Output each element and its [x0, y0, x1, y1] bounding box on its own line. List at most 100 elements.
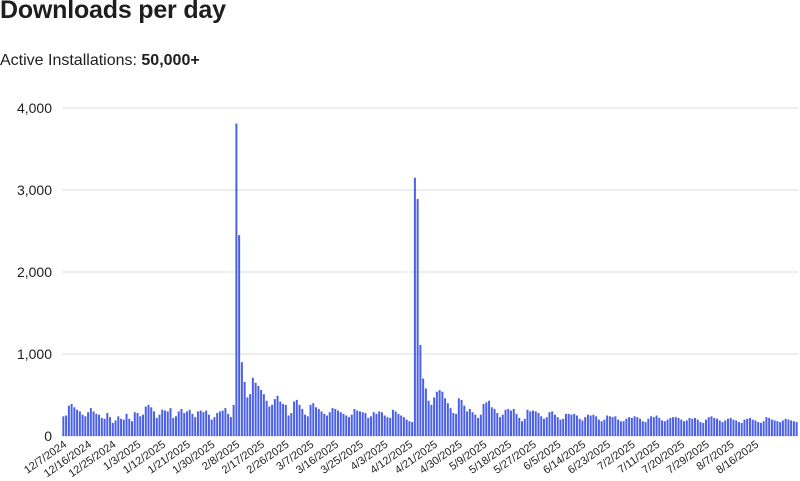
bar — [710, 416, 713, 436]
bar — [449, 408, 452, 436]
bar — [199, 410, 202, 436]
bar — [597, 419, 600, 436]
bar — [586, 414, 589, 436]
bar — [265, 400, 268, 436]
bar — [463, 405, 466, 436]
bar — [784, 418, 787, 436]
bar — [378, 411, 381, 436]
bar — [183, 413, 186, 436]
bar — [218, 411, 221, 436]
bar — [504, 409, 507, 436]
bar — [781, 420, 784, 436]
bar — [84, 416, 87, 436]
bar — [581, 420, 584, 436]
bar — [575, 415, 578, 436]
bar — [169, 408, 172, 436]
bar — [89, 408, 92, 436]
bar — [260, 390, 263, 436]
bar — [490, 407, 493, 436]
bar — [724, 420, 727, 436]
bar — [790, 420, 793, 436]
bar — [658, 417, 661, 436]
bar — [210, 419, 213, 436]
bar — [142, 414, 145, 436]
bar — [284, 404, 287, 436]
bar — [685, 420, 688, 436]
bar — [625, 418, 628, 436]
bar — [290, 413, 293, 436]
bar — [542, 418, 545, 436]
bar — [589, 415, 592, 436]
bar — [164, 410, 166, 436]
bar — [674, 417, 677, 436]
bar — [510, 410, 513, 436]
bar — [125, 413, 128, 436]
bar — [136, 413, 139, 436]
bar — [460, 399, 463, 436]
bar — [320, 411, 323, 436]
bar — [606, 415, 609, 436]
bar — [216, 413, 219, 436]
y-tick-label: 3,000 — [17, 182, 52, 198]
bar — [584, 417, 587, 436]
bar — [488, 400, 491, 436]
active-installations-label: Active Installations: — [0, 52, 137, 69]
bar — [111, 422, 114, 436]
bar — [548, 412, 551, 436]
bar — [295, 399, 298, 436]
bar — [364, 413, 367, 436]
bar — [139, 416, 142, 436]
bar — [95, 413, 98, 436]
bar — [740, 422, 743, 436]
bar — [636, 417, 639, 436]
bar — [619, 421, 622, 436]
bar — [435, 391, 438, 436]
y-tick-label: 1,000 — [17, 346, 52, 362]
bar — [746, 418, 749, 436]
bar — [100, 417, 103, 436]
bar — [669, 417, 672, 436]
bar — [699, 422, 702, 436]
bar — [92, 411, 95, 436]
y-tick-label: 2,000 — [17, 264, 52, 280]
bar — [551, 411, 554, 436]
bar — [339, 412, 342, 436]
bar — [254, 382, 257, 436]
bar — [67, 405, 70, 436]
bar — [556, 417, 559, 436]
bar — [644, 422, 647, 436]
bar — [751, 419, 754, 436]
bar — [424, 388, 427, 436]
bar — [795, 422, 798, 436]
bar — [174, 416, 177, 436]
bar — [564, 413, 567, 436]
bar — [109, 417, 112, 436]
bar — [268, 406, 271, 436]
bar — [87, 412, 90, 436]
bar — [677, 417, 680, 436]
chart-bars — [62, 123, 798, 436]
downloads-bar-chart: 0 1,000 2,000 3,000 4,000 12/7/202412/16/202… — [17, 100, 798, 480]
bar — [773, 420, 776, 436]
bar — [386, 417, 389, 436]
bar — [188, 409, 191, 436]
bar — [128, 418, 131, 436]
bar — [257, 385, 260, 436]
bar — [438, 390, 441, 436]
bar — [172, 417, 175, 436]
bar — [312, 403, 315, 436]
bar — [553, 414, 556, 436]
bar — [567, 413, 570, 436]
bar — [227, 413, 230, 436]
bar — [353, 408, 356, 436]
bar — [356, 410, 359, 436]
bar — [611, 417, 614, 436]
bar — [133, 412, 136, 436]
bar — [194, 417, 197, 436]
bar — [161, 409, 164, 436]
bar — [276, 395, 279, 436]
bar — [342, 413, 345, 436]
bar — [792, 421, 795, 436]
bar — [78, 411, 81, 436]
bar — [430, 404, 433, 436]
